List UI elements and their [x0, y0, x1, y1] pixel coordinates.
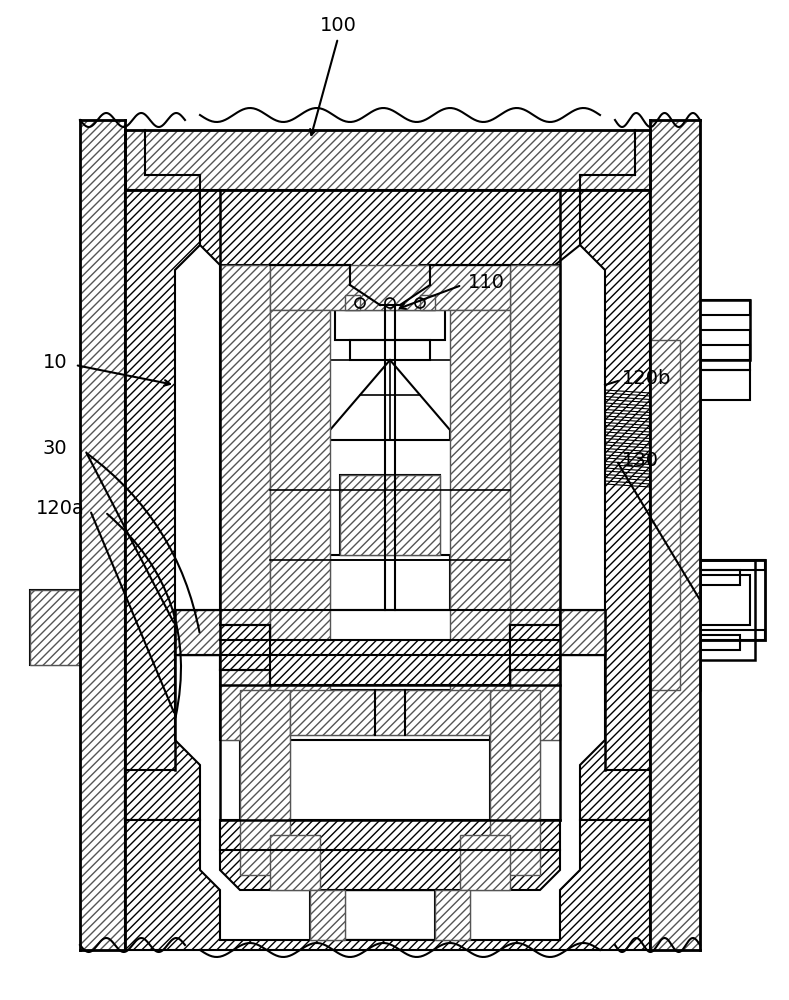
- Bar: [345, 295, 360, 310]
- Bar: [240, 690, 290, 875]
- Bar: [450, 310, 510, 705]
- Bar: [680, 560, 755, 660]
- Bar: [435, 890, 470, 940]
- Bar: [460, 835, 510, 890]
- Text: 130: 130: [622, 450, 659, 470]
- Bar: [350, 340, 430, 360]
- Bar: [30, 590, 80, 665]
- Bar: [345, 890, 435, 940]
- Bar: [490, 690, 540, 875]
- Bar: [270, 265, 510, 310]
- Bar: [240, 690, 540, 875]
- Bar: [700, 560, 765, 640]
- Bar: [310, 890, 345, 940]
- Bar: [320, 835, 460, 890]
- Text: 100: 100: [320, 16, 357, 35]
- Bar: [700, 330, 750, 370]
- Bar: [310, 890, 470, 940]
- Bar: [335, 310, 445, 340]
- Text: 30: 30: [43, 438, 67, 458]
- Polygon shape: [125, 820, 650, 950]
- Bar: [330, 555, 450, 610]
- Bar: [680, 570, 740, 585]
- Text: 120a: 120a: [36, 498, 84, 518]
- Bar: [700, 575, 750, 625]
- Bar: [270, 310, 510, 705]
- Bar: [340, 475, 440, 555]
- Bar: [650, 340, 680, 690]
- Polygon shape: [220, 820, 560, 890]
- Bar: [270, 835, 320, 890]
- Bar: [125, 130, 650, 190]
- Bar: [650, 120, 700, 950]
- Bar: [270, 310, 330, 705]
- Bar: [290, 735, 490, 835]
- Bar: [700, 370, 750, 400]
- Polygon shape: [200, 190, 580, 305]
- Bar: [680, 635, 740, 650]
- Text: 120b: 120b: [622, 368, 671, 387]
- Bar: [680, 300, 750, 360]
- Bar: [650, 340, 700, 690]
- Text: 110: 110: [468, 272, 505, 292]
- Bar: [420, 295, 435, 310]
- Bar: [220, 265, 560, 740]
- Bar: [30, 590, 80, 665]
- Bar: [345, 295, 435, 310]
- Bar: [680, 345, 750, 360]
- Bar: [220, 265, 270, 740]
- Bar: [80, 120, 125, 950]
- Bar: [680, 300, 750, 315]
- Polygon shape: [175, 610, 605, 685]
- Polygon shape: [330, 360, 450, 440]
- Bar: [175, 610, 220, 655]
- Bar: [510, 265, 560, 740]
- Bar: [290, 690, 490, 735]
- Bar: [340, 475, 440, 555]
- Bar: [310, 360, 470, 560]
- Bar: [270, 835, 510, 890]
- Bar: [700, 630, 765, 640]
- Polygon shape: [125, 190, 200, 820]
- Polygon shape: [580, 190, 650, 820]
- Bar: [700, 560, 765, 570]
- Text: 10: 10: [43, 353, 67, 371]
- Bar: [560, 610, 605, 655]
